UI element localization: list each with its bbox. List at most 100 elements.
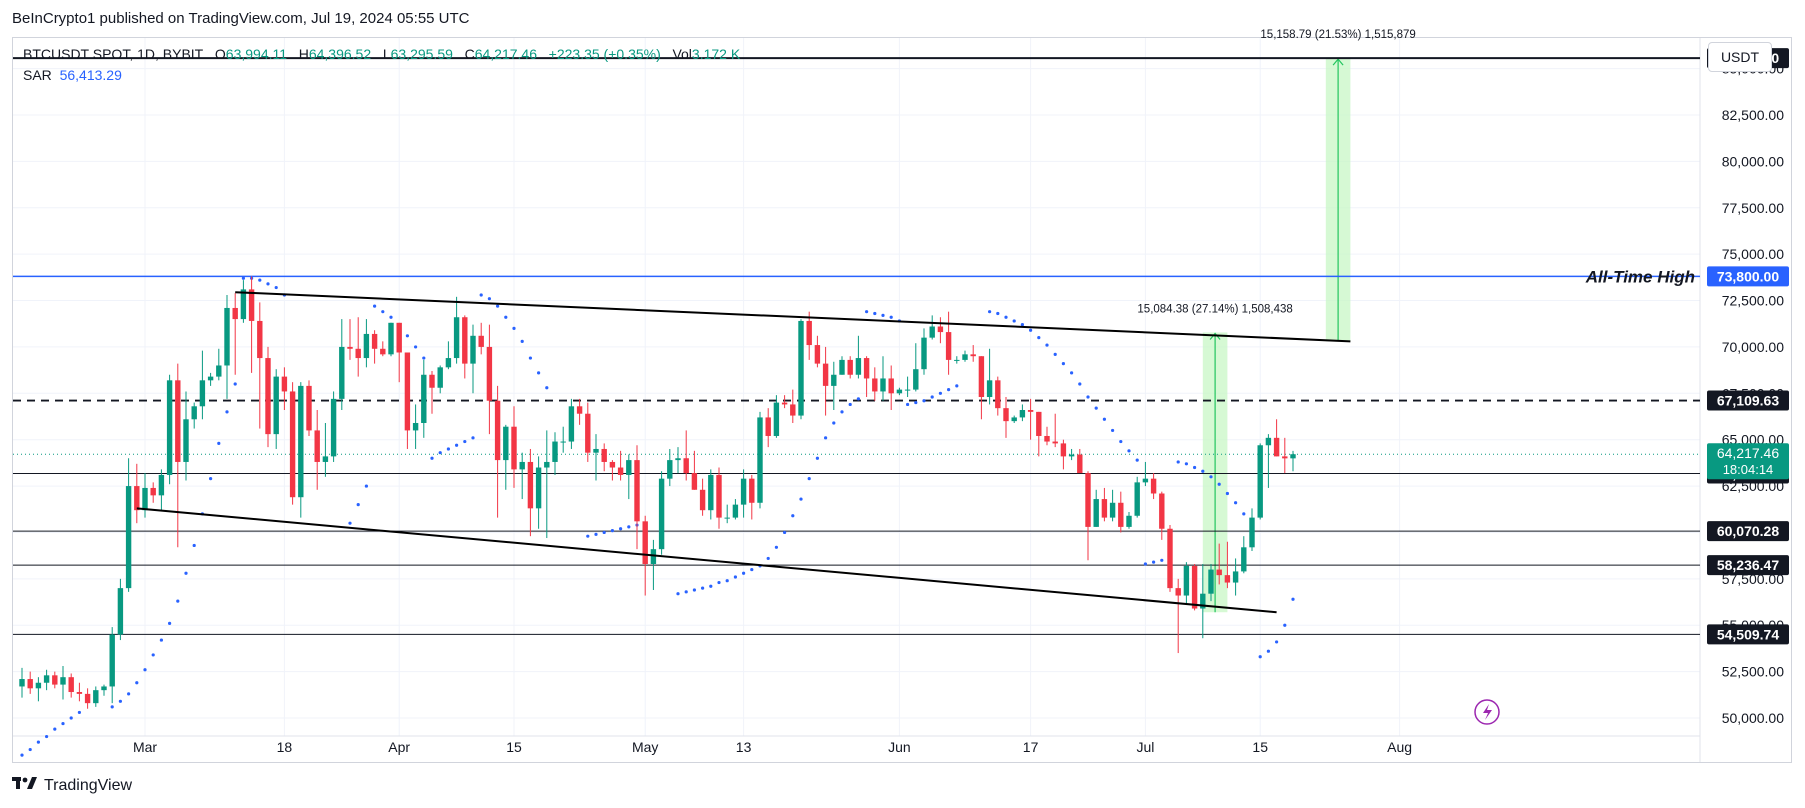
candle-body[interactable] xyxy=(248,289,255,321)
candle-body[interactable] xyxy=(585,413,591,453)
candle-body[interactable] xyxy=(216,365,222,377)
candle-body[interactable] xyxy=(166,380,173,475)
candle-body[interactable] xyxy=(921,337,927,370)
candle-body[interactable] xyxy=(945,332,952,360)
candle-body[interactable] xyxy=(429,374,435,388)
candle-body[interactable] xyxy=(691,473,698,490)
candle-body[interactable] xyxy=(962,354,968,360)
candle-body[interactable] xyxy=(494,400,501,461)
candle-body[interactable] xyxy=(1241,547,1247,572)
candle-body[interactable] xyxy=(1249,517,1255,548)
candle-body[interactable] xyxy=(1118,502,1124,527)
candle-body[interactable] xyxy=(1093,499,1099,527)
candle-body[interactable] xyxy=(683,458,689,474)
candle-body[interactable] xyxy=(617,467,624,475)
candle-body[interactable] xyxy=(863,358,870,379)
candle-body[interactable] xyxy=(650,549,657,565)
candle-body[interactable] xyxy=(1142,478,1149,483)
candle-body[interactable] xyxy=(142,487,148,511)
candle-body[interactable] xyxy=(601,448,607,462)
candle-body[interactable] xyxy=(806,320,812,346)
candle-body[interactable] xyxy=(626,460,632,475)
candle-body[interactable] xyxy=(1257,445,1263,518)
candle-body[interactable] xyxy=(43,675,50,683)
candle-body[interactable] xyxy=(1068,454,1075,457)
candle-body[interactable] xyxy=(822,363,829,386)
candle-body[interactable] xyxy=(1036,411,1042,436)
candle-body[interactable] xyxy=(527,461,534,509)
candle-body[interactable] xyxy=(954,359,960,361)
candle-body[interactable] xyxy=(183,419,189,462)
candle-body[interactable] xyxy=(93,690,99,704)
candle-body[interactable] xyxy=(847,359,853,375)
candle-body[interactable] xyxy=(388,322,394,355)
candle-body[interactable] xyxy=(478,335,484,347)
candle-body[interactable] xyxy=(265,358,271,435)
candle-body[interactable] xyxy=(1052,441,1058,444)
candle-body[interactable] xyxy=(511,426,517,470)
candle-body[interactable] xyxy=(380,348,386,355)
candle-body[interactable] xyxy=(1134,482,1140,516)
candle-body[interactable] xyxy=(396,322,402,353)
candle-body[interactable] xyxy=(191,406,197,420)
candle-body[interactable] xyxy=(158,474,165,496)
candle-body[interactable] xyxy=(576,406,583,414)
candle-body[interactable] xyxy=(306,385,312,431)
candle-body[interactable] xyxy=(544,461,550,468)
candle-body[interactable] xyxy=(150,487,156,496)
candle-body[interactable] xyxy=(486,346,493,401)
candle-body[interactable] xyxy=(1183,565,1190,596)
candle-body[interactable] xyxy=(552,441,558,462)
candle-body[interactable] xyxy=(1027,410,1034,412)
candle-body[interactable] xyxy=(708,474,714,511)
candle-body[interactable] xyxy=(749,478,755,503)
candle-body[interactable] xyxy=(421,374,427,423)
candle-body[interactable] xyxy=(896,389,903,394)
candle-body[interactable] xyxy=(855,358,862,375)
candle-body[interactable] xyxy=(970,354,976,357)
candle-body[interactable] xyxy=(790,404,796,416)
candle-body[interactable] xyxy=(322,456,329,462)
candle-body[interactable] xyxy=(35,682,42,689)
candle-body[interactable] xyxy=(1273,437,1280,457)
candle-body[interactable] xyxy=(814,345,821,364)
candle-body[interactable] xyxy=(117,588,124,635)
candle-body[interactable] xyxy=(535,467,542,509)
candle-body[interactable] xyxy=(732,504,739,518)
candle-body[interactable] xyxy=(798,320,804,416)
candle-body[interactable] xyxy=(289,391,296,498)
candle-body[interactable] xyxy=(658,478,665,550)
candle-body[interactable] xyxy=(634,460,640,522)
candle-body[interactable] xyxy=(1044,435,1050,442)
tradingview-brand[interactable]: TradingView xyxy=(12,776,132,796)
candle-body[interactable] xyxy=(609,461,616,468)
candle-body[interactable] xyxy=(52,675,58,685)
candle-body[interactable] xyxy=(642,521,648,565)
candle-body[interactable] xyxy=(60,677,66,685)
candle-body[interactable] xyxy=(339,346,345,399)
candle-body[interactable] xyxy=(76,692,83,694)
candle-body[interactable] xyxy=(437,367,443,388)
legend-sar-row[interactable]: SAR 56,413.29 xyxy=(23,65,740,86)
candle-body[interactable] xyxy=(757,417,763,503)
candle-body[interactable] xyxy=(281,376,288,392)
candle-body[interactable] xyxy=(1290,454,1296,459)
candle-body[interactable] xyxy=(519,461,525,470)
candle-body[interactable] xyxy=(470,335,476,364)
candle-body[interactable] xyxy=(1060,443,1067,457)
candle-body[interactable] xyxy=(273,376,279,435)
candle-body[interactable] xyxy=(593,448,599,453)
candle-body[interactable] xyxy=(257,320,263,359)
candle-body[interactable] xyxy=(1109,502,1116,518)
candle-body[interactable] xyxy=(445,358,452,368)
chart-frame[interactable] xyxy=(12,37,1792,763)
candle-body[interactable] xyxy=(224,307,230,366)
candle-body[interactable] xyxy=(1011,417,1017,422)
candle-body[interactable] xyxy=(1232,571,1239,583)
candle-body[interactable] xyxy=(1191,565,1198,609)
legend-symbol[interactable]: BTCUSDT SPOT, 1D, BYBIT xyxy=(23,46,204,62)
candle-body[interactable] xyxy=(724,517,730,519)
candle-body[interactable] xyxy=(986,380,993,398)
candle-body[interactable] xyxy=(831,374,837,386)
